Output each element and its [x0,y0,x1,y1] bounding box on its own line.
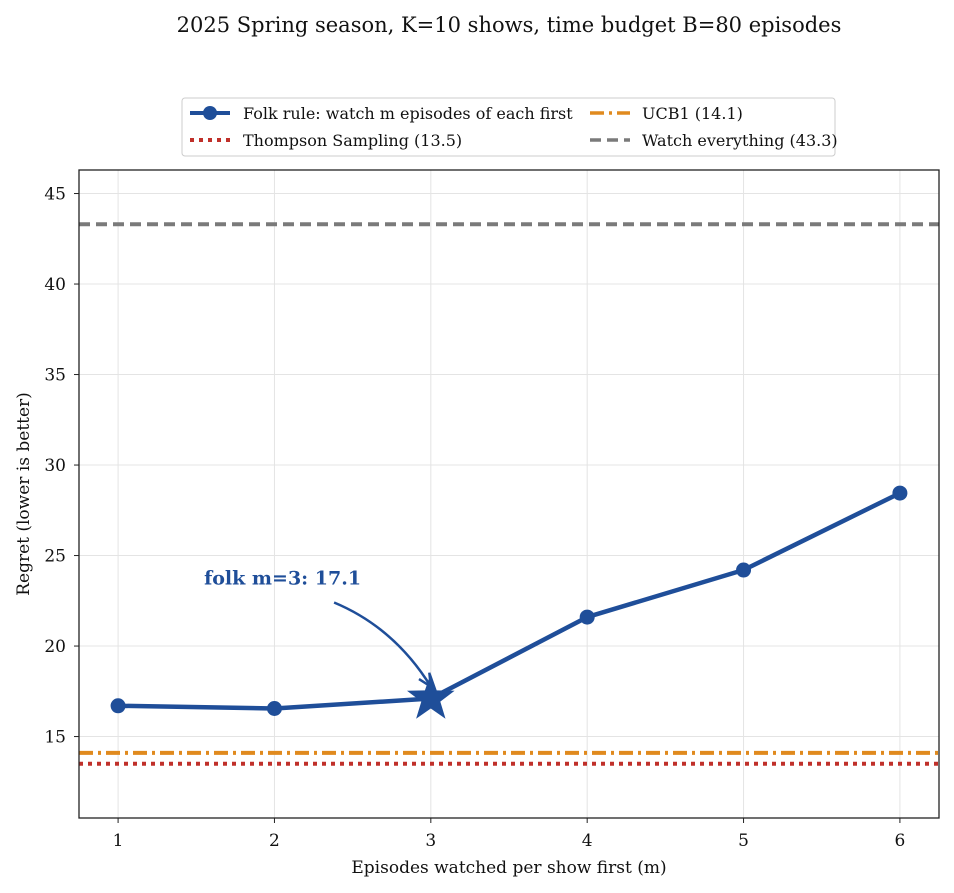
x-tick-label: 2 [269,831,280,851]
annotation-layer: folk m=3: 17.1 [204,568,433,689]
plot-frame [78,169,940,819]
y-tick-label: 45 [44,185,66,205]
data-point [579,609,595,625]
x-tick-label: 5 [738,831,749,851]
x-tick-label: 3 [425,831,436,851]
x-tick-label: 1 [113,831,124,851]
legend: Folk rule: watch m episodes of each firs… [181,97,838,157]
series-line [118,491,901,711]
y-tick-label: 15 [44,728,66,748]
data-point [736,562,752,578]
data-point [266,700,282,716]
y-axis-label: Regret (lower is better) [14,392,34,596]
chart-title: 2025 Spring season, K=10 shows, time bud… [177,13,842,37]
x-axis: 1 2 3 4 5 6 [113,818,905,851]
x-axis-label: Episodes watched per show first (m) [351,858,666,878]
annotation-arrowhead [418,672,433,689]
data-point [110,698,126,714]
grid [79,170,939,818]
y-tick-label: 30 [44,456,66,476]
y-axis: 15 20 25 30 35 40 45 [44,185,79,748]
y-tick-label: 40 [44,275,66,295]
y-tick-label: 25 [44,547,66,567]
legend-label-thompson: Thompson Sampling (13.5) [243,131,462,150]
x-tick-label: 4 [582,831,593,851]
data-point [892,485,908,501]
highlight-star [407,673,455,719]
y-tick-label: 35 [44,366,66,386]
legend-label-folk: Folk rule: watch m episodes of each firs… [243,104,573,123]
series-layer [110,485,908,719]
legend-label-watch-everything: Watch everything (43.3) [642,131,838,150]
y-tick-label: 20 [44,637,66,657]
legend-label-ucb1: UCB1 (14.1) [642,104,743,123]
legend-marker-folk [203,106,217,120]
reference-lines [79,222,939,766]
annotation-text: folk m=3: 17.1 [204,568,361,590]
legend-box [181,97,836,157]
x-tick-label: 6 [894,831,905,851]
annotation-arrow [333,601,432,688]
